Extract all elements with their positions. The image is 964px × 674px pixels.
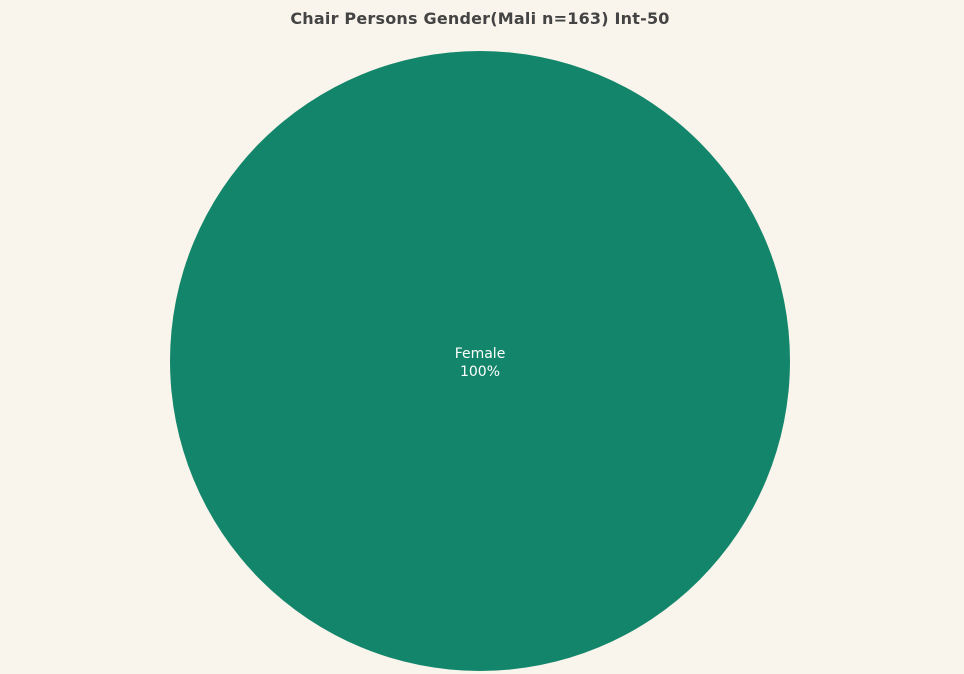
slice-label: Female — [455, 346, 506, 362]
pie-labels: Female 100% — [455, 346, 506, 380]
chart-title: Chair Persons Gender(Mali n=163) Int-50 — [290, 9, 670, 28]
pie-slices — [170, 51, 790, 671]
pie-slice-female[interactable] — [170, 51, 790, 671]
slice-percent-label: 100% — [460, 364, 500, 380]
